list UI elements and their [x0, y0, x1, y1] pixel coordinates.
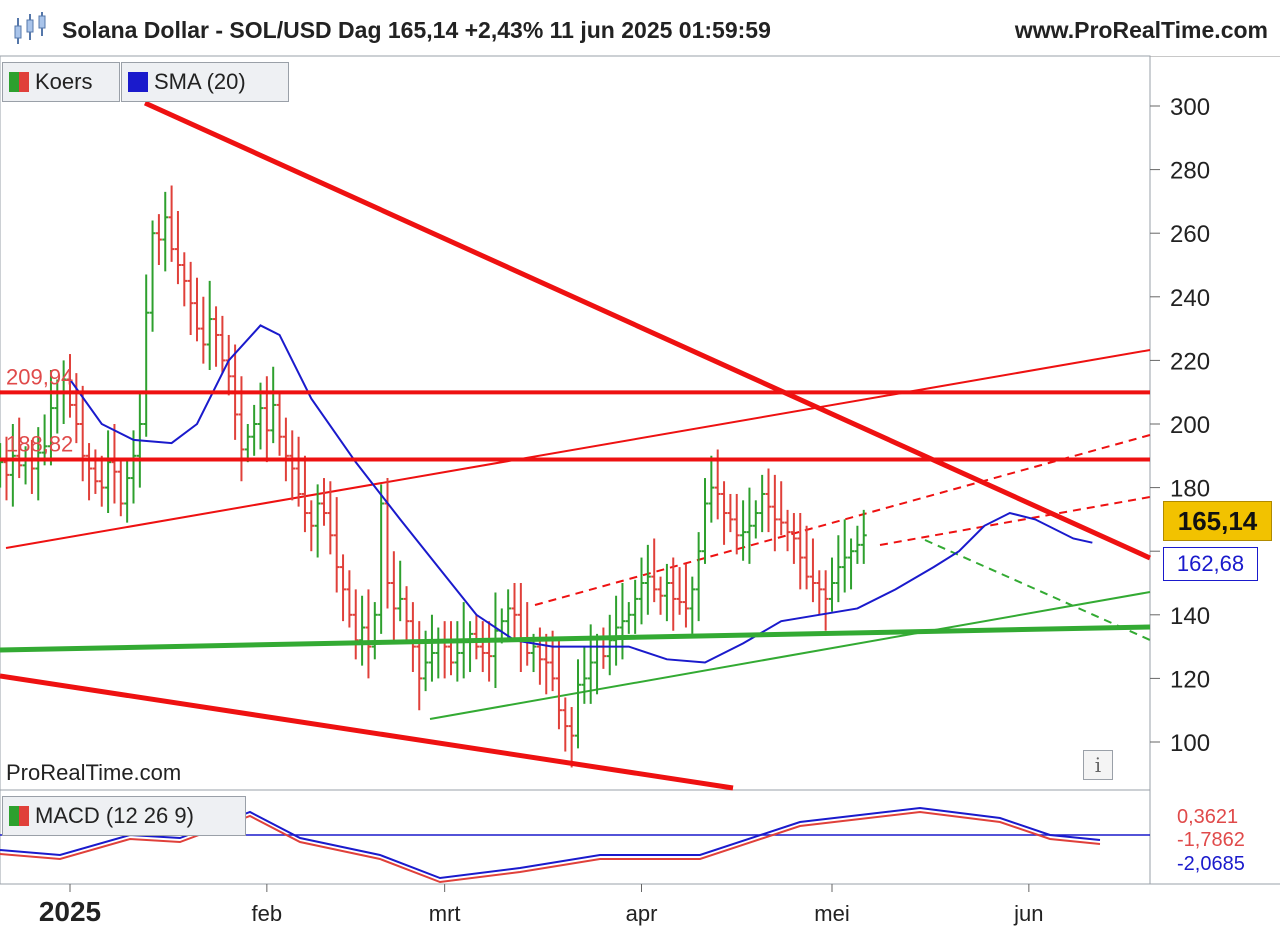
legend-macd-label: MACD (12 26 9)	[35, 803, 194, 828]
x-tick-label: jun	[1013, 901, 1043, 926]
level-label: 209,94	[6, 364, 73, 389]
level-label: 188,82	[6, 432, 73, 457]
rising-channel-line	[5, 349, 1151, 549]
y-tick-label: 300	[1170, 94, 1210, 121]
y-tick-label: 280	[1170, 158, 1210, 185]
macd-signal-line	[0, 810, 1101, 884]
x-tick-label: mei	[814, 901, 849, 926]
horizontal-support-line	[0, 624, 1151, 653]
legend-sma-label: SMA (20)	[154, 69, 246, 94]
macd-tick-label: -2,0685	[1177, 853, 1245, 875]
y-tick-label: 100	[1170, 730, 1210, 757]
y-tick-label: 140	[1170, 603, 1210, 630]
macd-tick-label: -1,7862	[1177, 829, 1245, 851]
sma-line	[69, 324, 1093, 664]
last-price-tag: 165,14	[1163, 501, 1272, 541]
y-tick-label: 240	[1170, 285, 1210, 312]
chart-title: Solana Dollar - SOL/USD Dag 165,14 +2,43…	[62, 17, 771, 43]
sma-swatch-icon	[128, 72, 148, 92]
watermark: ProRealTime.com	[6, 760, 182, 785]
x-tick-label: 2025	[39, 896, 101, 927]
legend-price-label: Koers	[35, 69, 93, 94]
dashed-channel-mid	[879, 496, 1151, 546]
legend-macd[interactable]: MACD (12 26 9)	[2, 796, 246, 836]
legend-price[interactable]: Koers	[2, 62, 120, 102]
y-tick-label: 200	[1170, 412, 1210, 439]
site-link[interactable]: www.ProRealTime.com	[1014, 17, 1268, 43]
info-icon[interactable]: i	[1083, 750, 1113, 780]
price-panel	[0, 55, 1151, 791]
candlestick-icon	[14, 12, 46, 44]
macd-tick-label: 0,3621	[1177, 806, 1238, 828]
title-bar: Solana Dollar - SOL/USD Dag 165,14 +2,43…	[0, 0, 1280, 57]
y-tick-label: 260	[1170, 221, 1210, 248]
macd-swatch-icon	[9, 806, 29, 826]
price-swatch-icon	[9, 72, 29, 92]
legend-sma[interactable]: SMA (20)	[121, 62, 289, 102]
support-channel-line	[429, 591, 1151, 720]
lower-channel-line	[0, 673, 734, 791]
x-tick-label: apr	[626, 901, 658, 926]
y-tick-label: 220	[1170, 348, 1210, 375]
x-tick-label: feb	[252, 901, 283, 926]
sma-value-tag: 162,68	[1163, 547, 1258, 581]
y-tick-label: 120	[1170, 666, 1210, 693]
x-tick-label: mrt	[429, 901, 461, 926]
macd-line	[0, 806, 1101, 880]
y-tick-label: 180	[1170, 476, 1210, 503]
downtrend-resistance-line	[143, 100, 1152, 561]
